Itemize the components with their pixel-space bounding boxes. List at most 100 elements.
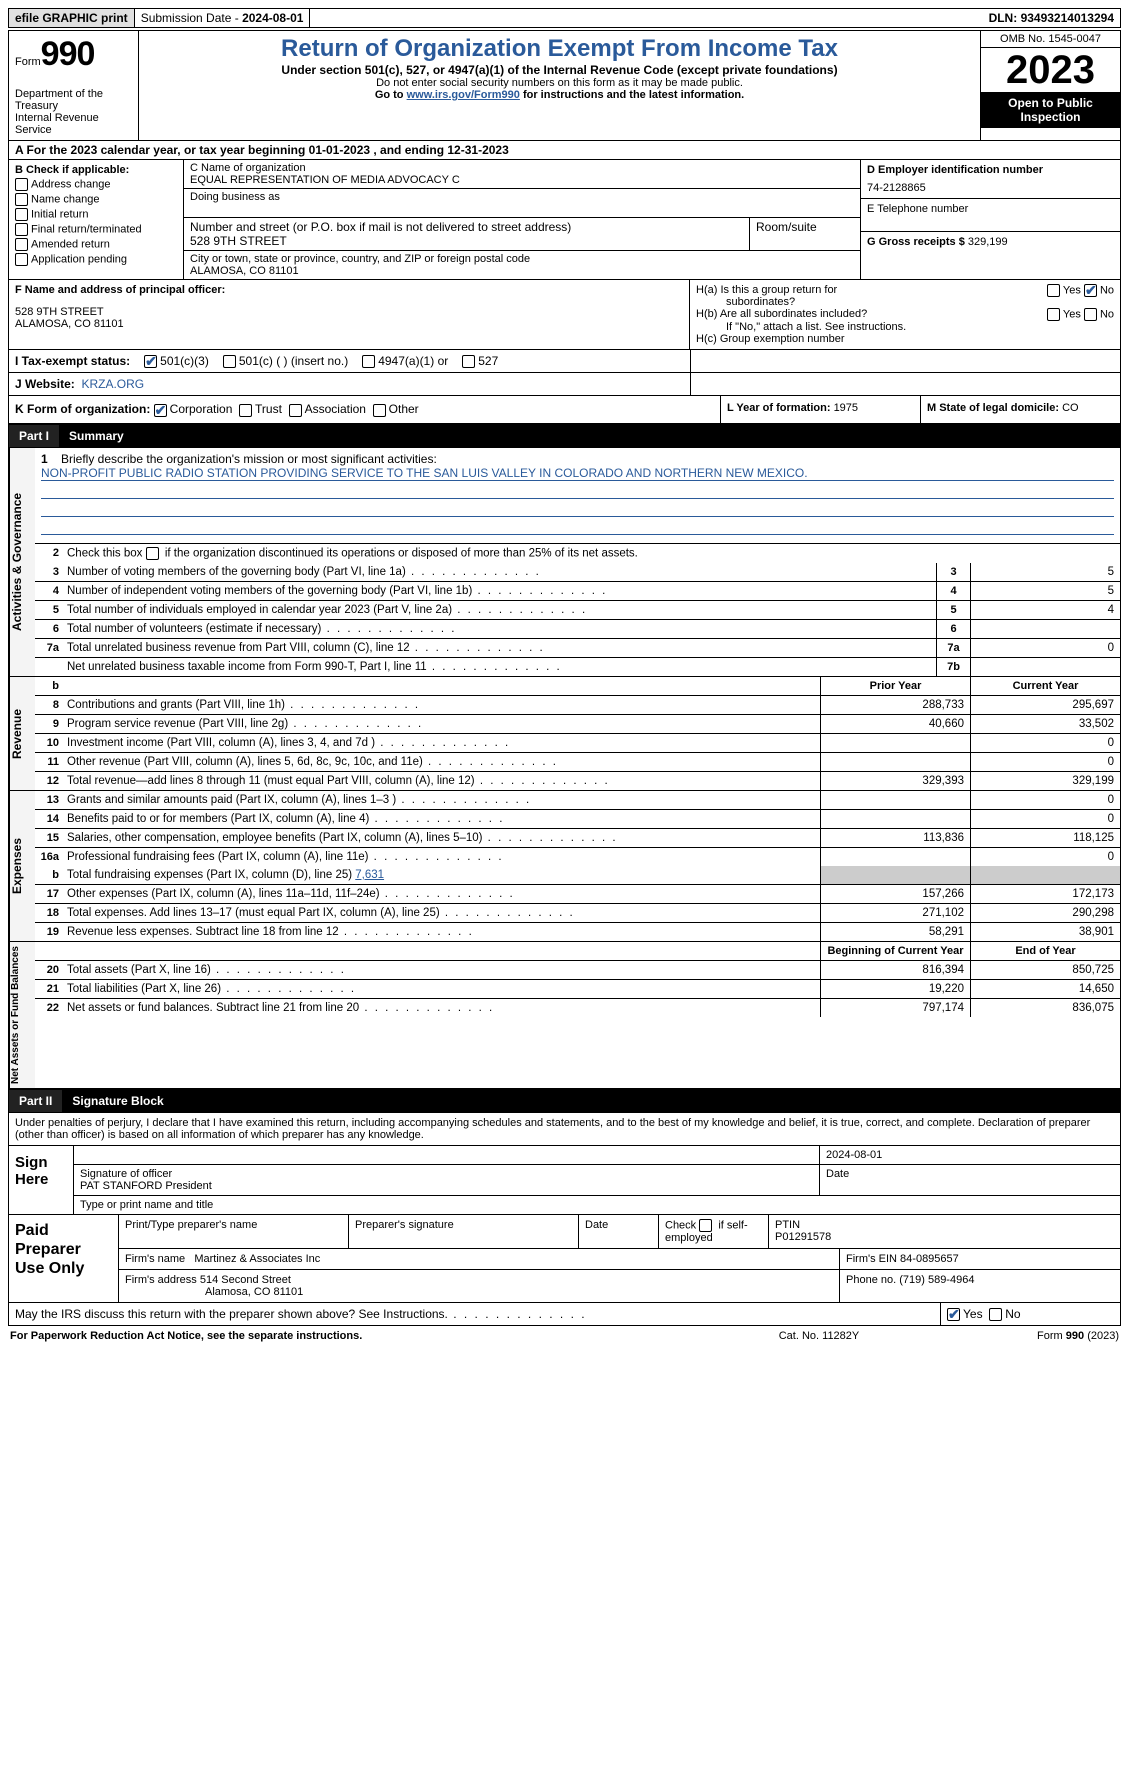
prior-year-value bbox=[820, 848, 970, 866]
current-year-value: 0 bbox=[970, 791, 1120, 809]
current-year-value: 172,173 bbox=[970, 885, 1120, 903]
city-state-zip: ALAMOSA, CO 81101 bbox=[190, 265, 854, 277]
current-year-value: 118,125 bbox=[970, 829, 1120, 847]
line-num: 10 bbox=[35, 734, 63, 752]
website-link[interactable]: KRZA.ORG bbox=[81, 377, 144, 391]
line-box: 7b bbox=[936, 658, 970, 676]
group-return: H(a) Is this a group return forsubordina… bbox=[690, 280, 1120, 349]
line-text: Investment income (Part VIII, column (A)… bbox=[63, 734, 820, 752]
checkbox-self-employed[interactable] bbox=[699, 1219, 712, 1232]
line-text: Net unrelated business taxable income fr… bbox=[63, 658, 936, 676]
checkbox-final-return[interactable] bbox=[15, 223, 28, 236]
side-label-netassets: Net Assets or Fund Balances bbox=[9, 942, 35, 1088]
checkbox-527[interactable] bbox=[462, 355, 475, 368]
firm-ein: 84-0895657 bbox=[900, 1253, 959, 1265]
checkbox-hb-yes[interactable] bbox=[1047, 308, 1060, 321]
line-text: Total unrelated business revenue from Pa… bbox=[63, 639, 936, 657]
line-num: 16a bbox=[35, 848, 63, 866]
col-b-header: B Check if applicable: bbox=[15, 164, 177, 176]
room-label: Room/suite bbox=[750, 218, 860, 250]
checkbox-501c3[interactable] bbox=[144, 355, 157, 368]
checkbox-discuss-yes[interactable] bbox=[947, 1308, 960, 1321]
form-label: Form bbox=[15, 56, 41, 68]
submission-date: Submission Date - 2024-08-01 bbox=[135, 9, 311, 27]
checkbox-trust[interactable] bbox=[239, 404, 252, 417]
treasury-label: Department of the Treasury Internal Reve… bbox=[15, 88, 132, 136]
line-text: Other revenue (Part VIII, column (A), li… bbox=[63, 753, 820, 771]
line-text: Salaries, other compensation, employee b… bbox=[63, 829, 820, 847]
may-discuss-row: May the IRS discuss this return with the… bbox=[8, 1303, 1121, 1326]
prior-year-value: 288,733 bbox=[820, 696, 970, 714]
checkbox-address-change[interactable] bbox=[15, 178, 28, 191]
current-year-value: 33,502 bbox=[970, 715, 1120, 733]
row-hc-note bbox=[690, 350, 1120, 372]
current-year-value: 0 bbox=[970, 810, 1120, 828]
efile-print-button[interactable]: efile GRAPHIC print bbox=[9, 9, 135, 27]
street-address: 528 9TH STREET bbox=[190, 234, 743, 248]
begin-year-header: Beginning of Current Year bbox=[820, 942, 970, 960]
line-value bbox=[970, 620, 1120, 638]
side-label-revenue: Revenue bbox=[9, 677, 35, 790]
irs-link[interactable]: www.irs.gov/Form990 bbox=[407, 89, 520, 101]
line-text: Total revenue—add lines 8 through 11 (mu… bbox=[63, 772, 820, 790]
officer-group-block: F Name and address of principal officer:… bbox=[8, 280, 1121, 350]
line-num: 14 bbox=[35, 810, 63, 828]
checkbox-discontinued[interactable] bbox=[146, 547, 159, 560]
line-num: 12 bbox=[35, 772, 63, 790]
sign-here-block: Sign Here 2024-08-01 Signature of office… bbox=[8, 1146, 1121, 1215]
page-footer: For Paperwork Reduction Act Notice, see … bbox=[8, 1326, 1121, 1346]
form-number: 990 bbox=[41, 35, 95, 73]
checkbox-discuss-no[interactable] bbox=[989, 1308, 1002, 1321]
catalog-number: Cat. No. 11282Y bbox=[719, 1330, 919, 1342]
row-k-org-form: K Form of organization: Corporation Trus… bbox=[8, 396, 1121, 423]
omb-number: OMB No. 1545-0047 bbox=[981, 31, 1120, 48]
checkbox-other[interactable] bbox=[373, 404, 386, 417]
line-text: Revenue less expenses. Subtract line 18 … bbox=[63, 923, 820, 941]
prior-year-value bbox=[820, 734, 970, 752]
line-text: Benefits paid to or for members (Part IX… bbox=[63, 810, 820, 828]
section-revenue: Revenue bPrior YearCurrent Year 8 Contri… bbox=[8, 677, 1121, 791]
checkbox-ha-yes[interactable] bbox=[1047, 284, 1060, 297]
checkbox-assoc[interactable] bbox=[289, 404, 302, 417]
firm-address: 514 Second Street bbox=[200, 1274, 291, 1286]
part1-header: Part I Summary bbox=[8, 424, 1121, 448]
line-text: Total expenses. Add lines 13–17 (must eq… bbox=[63, 904, 820, 922]
line-box: 3 bbox=[936, 563, 970, 581]
prior-year-value: 797,174 bbox=[820, 999, 970, 1017]
line-box: 7a bbox=[936, 639, 970, 657]
line-text: Professional fundraising fees (Part IX, … bbox=[63, 848, 820, 866]
checkbox-app-pending[interactable] bbox=[15, 253, 28, 266]
form-title: Return of Organization Exempt From Incom… bbox=[147, 35, 972, 63]
checkbox-hb-no[interactable] bbox=[1084, 308, 1097, 321]
line-num: 22 bbox=[35, 999, 63, 1017]
checkbox-4947[interactable] bbox=[362, 355, 375, 368]
prior-year-value bbox=[820, 753, 970, 771]
line-num: 13 bbox=[35, 791, 63, 809]
checkbox-name-change[interactable] bbox=[15, 193, 28, 206]
current-year-value: 0 bbox=[970, 734, 1120, 752]
prior-year-value: 329,393 bbox=[820, 772, 970, 790]
checkbox-501c[interactable] bbox=[223, 355, 236, 368]
ptin-value: P01291578 bbox=[775, 1231, 1114, 1243]
form-subtitle: Under section 501(c), 527, or 4947(a)(1)… bbox=[147, 63, 972, 77]
checkbox-initial-return[interactable] bbox=[15, 208, 28, 221]
line-num: 7a bbox=[35, 639, 63, 657]
ein-value: 74-2128865 bbox=[867, 182, 1114, 194]
current-year-value: 0 bbox=[970, 753, 1120, 771]
paid-preparer-label: Paid Preparer Use Only bbox=[9, 1215, 119, 1302]
line-num: 6 bbox=[35, 620, 63, 638]
end-year-header: End of Year bbox=[970, 942, 1120, 960]
title-block: Return of Organization Exempt From Incom… bbox=[139, 31, 980, 140]
checkbox-ha-no[interactable] bbox=[1084, 284, 1097, 297]
checkbox-amended[interactable] bbox=[15, 238, 28, 251]
city-label: City or town, state or province, country… bbox=[190, 253, 854, 265]
current-year-value: 329,199 bbox=[970, 772, 1120, 790]
checkbox-corp[interactable] bbox=[154, 404, 167, 417]
prior-year-value: 19,220 bbox=[820, 980, 970, 998]
prior-year-value: 40,660 bbox=[820, 715, 970, 733]
top-bar: efile GRAPHIC print Submission Date - 20… bbox=[8, 8, 1121, 28]
fundraising-expenses: 7,631 bbox=[355, 869, 384, 881]
line-value: 5 bbox=[970, 582, 1120, 600]
line-num bbox=[35, 658, 63, 676]
open-inspection: Open to Public Inspection bbox=[981, 92, 1120, 128]
